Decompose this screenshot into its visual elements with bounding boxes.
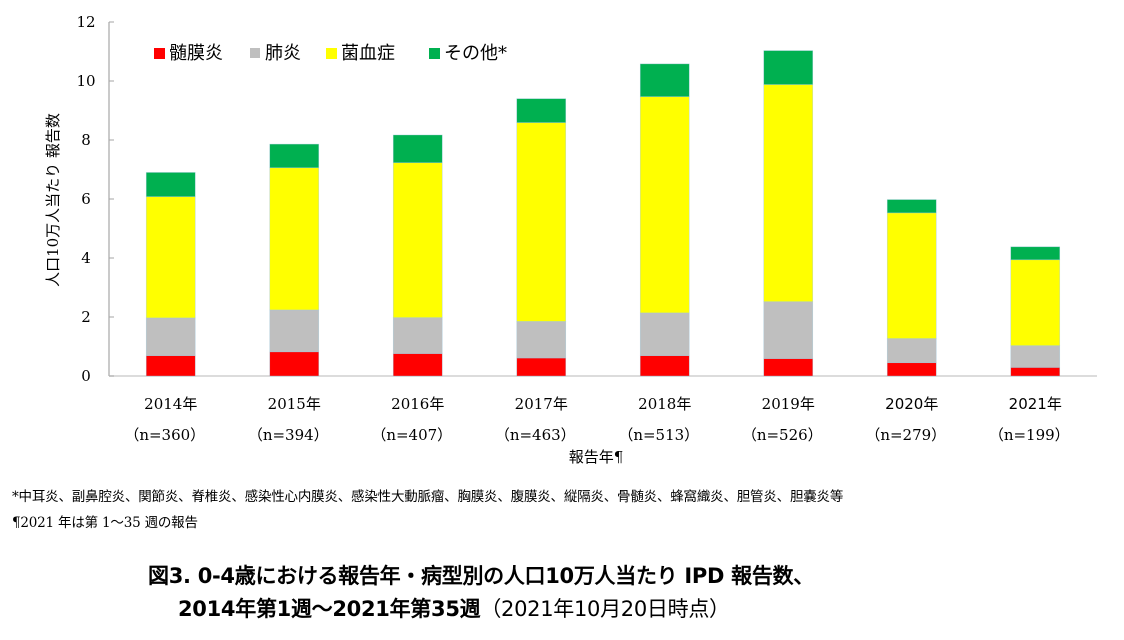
x-tick-count-label: （n=199） xyxy=(989,426,1070,444)
y-tick-label: 2 xyxy=(81,308,91,326)
x-tick-count-label: （n=463） xyxy=(495,426,576,444)
legend-label: その他* xyxy=(444,43,507,64)
bar-segment xyxy=(886,199,937,214)
bar-segment xyxy=(269,309,320,353)
figure-title: 図3. 0-4歳における報告年・病型別の人口10万人当たり IPD 報告数、 xyxy=(148,564,814,588)
bar-stack-2017年 xyxy=(516,98,567,377)
y-tick-label: 0 xyxy=(81,367,91,385)
legend-swatch xyxy=(250,48,260,58)
bar-segment xyxy=(145,196,196,319)
footnote-other: *中耳炎、副鼻腔炎、関節炎、脊椎炎、感染性心内膜炎、感染性大動脈瘤、胸膜炎、腹膜… xyxy=(12,489,844,505)
x-tick-label: 2018年 xyxy=(638,395,691,413)
x-tick-label: 2015年 xyxy=(268,395,321,413)
bar-segment xyxy=(639,355,690,377)
bar-segment xyxy=(639,63,690,97)
bar-segment xyxy=(1010,259,1061,346)
y-tick-label: 4 xyxy=(81,249,91,267)
x-tick-count-label: （n=279） xyxy=(865,426,946,444)
bar-segment xyxy=(516,321,567,359)
bar-segment xyxy=(639,96,690,314)
axes xyxy=(108,22,1097,377)
x-axis-title: 報告年¶ xyxy=(569,448,624,466)
legend-item: その他* xyxy=(429,43,507,64)
figure-subtitle-line: 2014年第1週～2021年第35週（2021年10月20日時点） xyxy=(178,593,730,623)
bar-segment xyxy=(886,212,937,339)
x-tick-label: 2014年 xyxy=(144,395,197,413)
legend-label: 菌血症 xyxy=(341,43,395,64)
bar-segment xyxy=(886,338,937,364)
bar-segment xyxy=(145,355,196,377)
y-tick-label: 8 xyxy=(81,131,91,149)
bar-stack-2014年 xyxy=(145,172,196,377)
legend: 髄膜炎 肺炎 菌血症 その他* xyxy=(154,43,507,64)
x-tick-label: 2019年 xyxy=(762,395,815,413)
bar-stack-2020年 xyxy=(886,199,937,377)
bar-segment xyxy=(145,317,196,356)
figure-subtitle: 2014年第1週～2021年第35週 xyxy=(178,597,481,621)
y-ticks: 0 2 4 6 8 10 12 xyxy=(76,13,114,385)
bar-segment xyxy=(392,134,443,164)
bar-segment xyxy=(269,351,320,377)
bar-segment xyxy=(1010,367,1061,377)
x-tick-count-label: （n=407） xyxy=(371,426,452,444)
bar-segment xyxy=(145,172,196,197)
bar-segment xyxy=(516,122,567,322)
x-tick-count-label: （n=360） xyxy=(124,426,205,444)
legend-swatch xyxy=(326,48,337,59)
figure-subtitle-note: （2021年10月20日時点） xyxy=(480,597,730,621)
bar-segment xyxy=(1010,345,1061,368)
bar-segment xyxy=(1010,246,1061,261)
legend-label: 肺炎 xyxy=(265,43,301,64)
bar-segment xyxy=(269,143,320,169)
bar-stack-2019年 xyxy=(763,50,814,377)
legend-label: 髄膜炎 xyxy=(169,43,223,64)
footnote-year-note: ¶2021 年は第 1～35 週の報告 xyxy=(12,515,198,531)
legend-swatch xyxy=(154,48,165,59)
x-tick-label: 2017年 xyxy=(515,395,568,413)
bar-segment xyxy=(392,353,443,377)
bar-stack-2018年 xyxy=(639,63,690,377)
legend-swatch xyxy=(429,48,440,59)
bar-segment xyxy=(763,84,814,302)
bar-segment xyxy=(269,167,320,311)
bar-stack-2016年 xyxy=(392,134,443,377)
x-tick-label: 2016年 xyxy=(391,395,444,413)
x-tick-count-label: （n=394） xyxy=(248,426,329,444)
y-axis-title: 人口10万人当たり 報告数 xyxy=(44,113,62,287)
x-tick-label: 2021年 xyxy=(1009,395,1062,413)
bar-segment xyxy=(392,317,443,354)
legend-item: 菌血症 xyxy=(326,43,395,64)
y-tick-label: 10 xyxy=(76,72,95,90)
x-tick-label: 2020年 xyxy=(885,395,938,413)
bars xyxy=(145,50,1061,377)
y-tick-label: 12 xyxy=(76,13,95,31)
bar-segment xyxy=(763,358,814,377)
legend-item: 肺炎 xyxy=(250,43,301,64)
legend-item: 髄膜炎 xyxy=(154,43,223,64)
bar-segment xyxy=(516,357,567,377)
x-tick-count-label: （n=513） xyxy=(618,426,699,444)
bar-segment xyxy=(639,312,690,356)
y-tick-label: 6 xyxy=(81,190,91,208)
bar-segment xyxy=(392,162,443,318)
x-tick-count-label: （n=526） xyxy=(742,426,823,444)
bar-segment xyxy=(516,98,567,123)
bar-stack-2015年 xyxy=(269,143,320,377)
bar-segment xyxy=(763,301,814,359)
stacked-bar-chart: 人口10万人当たり 報告数 0 2 4 6 8 10 12 2014年 （n=360） 2015… xyxy=(44,13,1097,466)
bar-stack-2021年 xyxy=(1010,246,1061,377)
bar-segment xyxy=(886,362,937,377)
x-ticks: 2014年 （n=360） 2015年 （n=394） 2016年 （n=407） 2017… xyxy=(124,395,1069,444)
bar-segment xyxy=(763,50,814,85)
